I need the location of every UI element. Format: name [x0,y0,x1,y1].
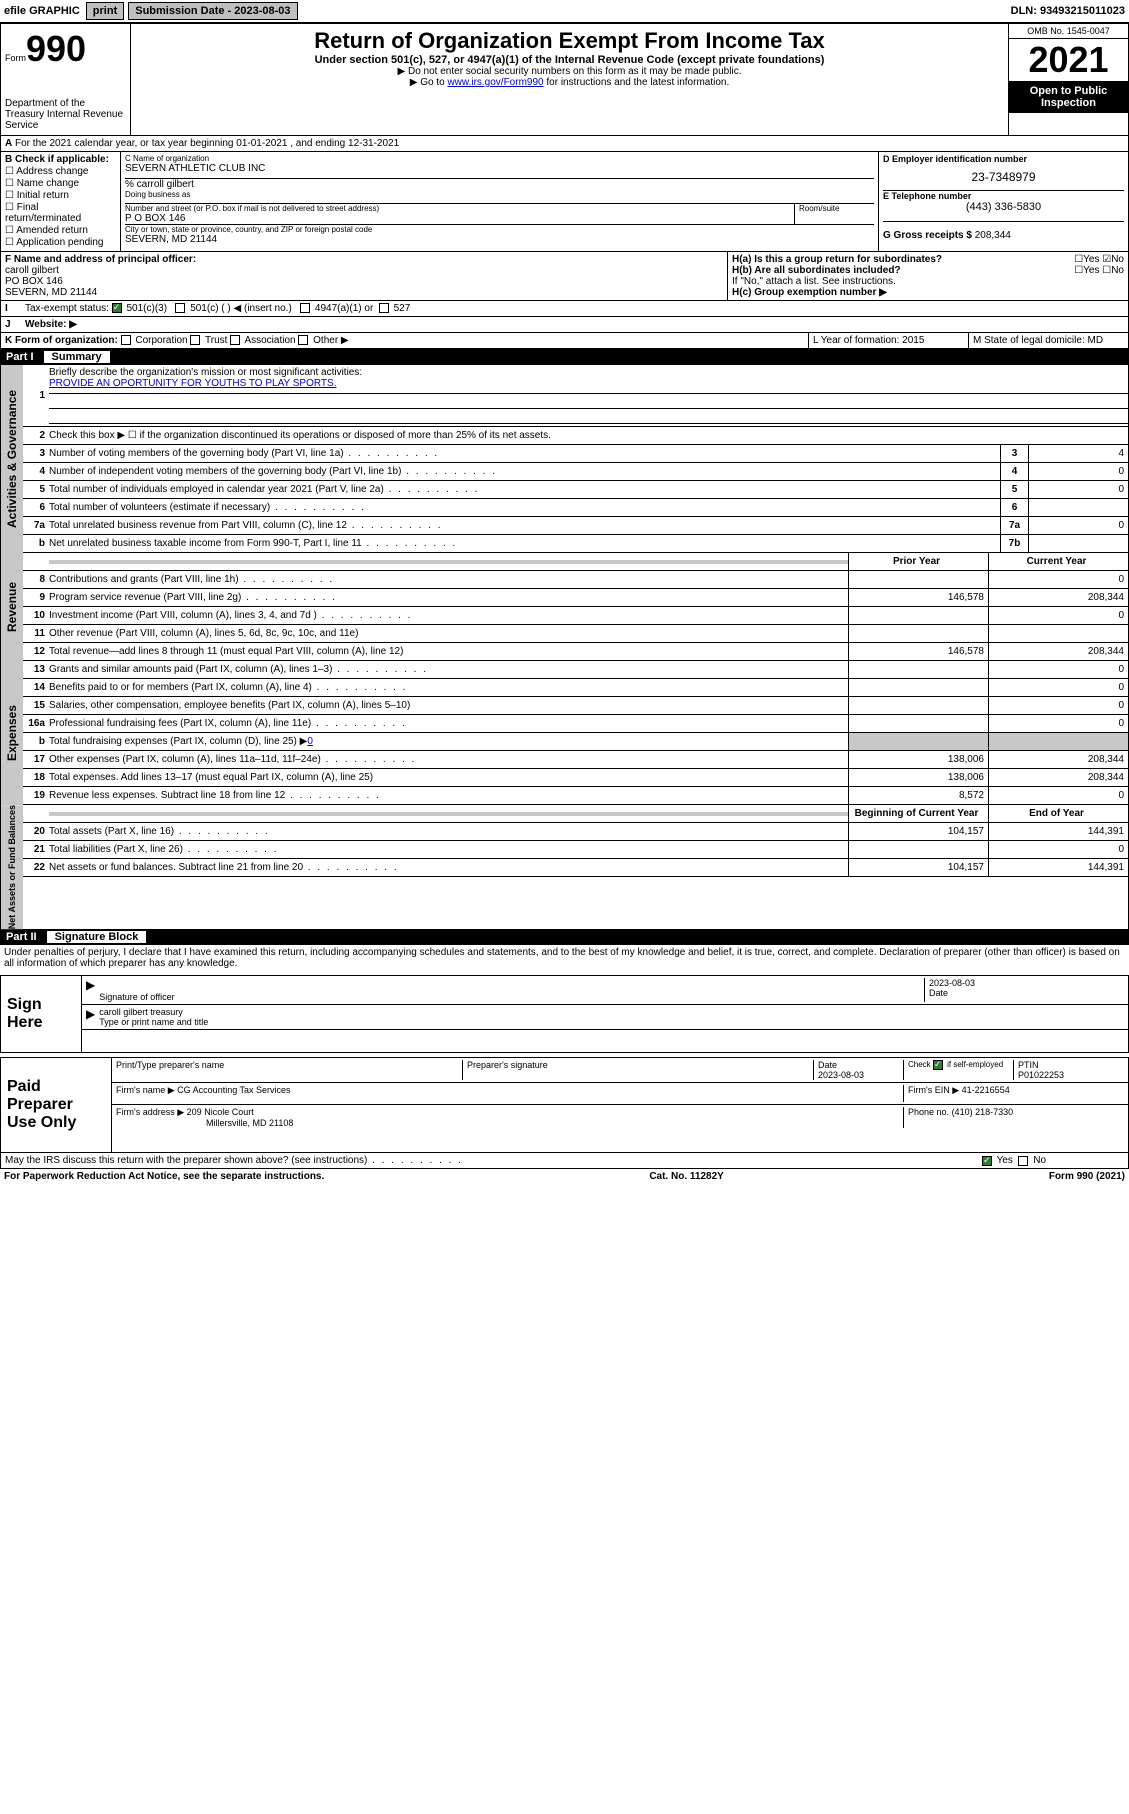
perjury-declaration: Under penalties of perjury, I declare th… [0,945,1129,971]
firm-name: CG Accounting Tax Services [177,1085,290,1095]
footer-mid: Cat. No. 11282Y [649,1171,723,1182]
note-link: ▶ Go to www.irs.gov/Form990 for instruct… [135,77,1004,88]
vlabel-expenses: Expenses [1,661,23,805]
submission-date-button[interactable]: Submission Date - 2023-08-03 [128,2,297,20]
chk-initial-return[interactable]: ☐ Initial return [5,190,116,201]
tax-exempt-row: I Tax-exempt status: 501(c)(3) 501(c) ( … [0,301,1129,317]
form-word: Form [5,53,26,63]
sign-here-label: Sign Here [1,976,81,1052]
efile-label: efile GRAPHIC [4,5,80,17]
firm-phone: (410) 218-7330 [952,1107,1014,1117]
part2-header: Part II Signature Block [0,929,1129,945]
org-name: SEVERN ATHLETIC CLUB INC [125,163,874,174]
dept-label: Department of the Treasury Internal Reve… [5,98,126,131]
val-7b [1028,535,1128,552]
val-6 [1028,499,1128,516]
officer-name: caroll gilbert [5,265,723,276]
part1-header: Part I Summary [0,349,1129,365]
val-7a: 0 [1028,517,1128,534]
street: P O BOX 146 [125,213,794,224]
city: SEVERN, MD 21144 [125,234,874,245]
firm-addr1: 209 Nicole Court [187,1107,254,1117]
omb-number: OMB No. 1545-0047 [1009,24,1128,39]
val-3: 4 [1028,445,1128,462]
chk-amended[interactable]: ☐ Amended return [5,225,116,236]
vlabel-revenue: Revenue [1,553,23,661]
entity-block: B Check if applicable: ☐ Address change … [0,152,1129,252]
website-row: J Website: ▶ [0,317,1129,333]
section-net-assets: Net Assets or Fund Balances Beginning of… [0,805,1129,929]
section-revenue: Revenue Prior YearCurrent Year 8Contribu… [0,553,1129,661]
form-subtitle: Under section 501(c), 527, or 4947(a)(1)… [135,54,1004,66]
dln-label: DLN: 93493215011023 [1011,5,1125,17]
officer-addr1: PO BOX 146 [5,276,723,287]
section-governance: Activities & Governance 1Briefly describ… [0,365,1129,553]
col-d-ein: D Employer identification number 23-7348… [878,152,1128,251]
chk-name-change[interactable]: ☐ Name change [5,178,116,189]
form-header: Form990 Department of the Treasury Inter… [0,23,1129,136]
line-a: A For the 2021 calendar year, or tax yea… [0,136,1129,152]
year-block: OMB No. 1545-0047 2021 Open to Public In… [1008,24,1128,135]
care-of: % carroll gilbert [125,179,874,190]
firm-ein: 41-2216554 [962,1085,1010,1095]
officer-block: F Name and address of principal officer:… [0,252,1129,301]
chk-self-employed[interactable] [933,1060,943,1070]
mission-text: PROVIDE AN OPORTUNITY FOR YOUTHS TO PLAY… [49,378,336,389]
klm-row: K Form of organization: Corporation Trus… [0,333,1129,349]
chk-discuss-yes[interactable] [982,1156,992,1166]
arrow-icon: ▶ [86,1007,95,1027]
ptin-value: P01022253 [1018,1070,1064,1080]
col-b-checkboxes: B Check if applicable: ☐ Address change … [1,152,121,251]
officer-sig-name: caroll gilbert treasury [99,1007,183,1017]
section-expenses: Expenses 13Grants and similar amounts pa… [0,661,1129,805]
officer-addr2: SEVERN, MD 21144 [5,287,723,298]
print-button[interactable]: print [86,2,124,20]
chk-discuss-no[interactable] [1018,1156,1028,1166]
discuss-row: May the IRS discuss this return with the… [0,1153,1129,1169]
ein-value: 23-7348979 [883,170,1124,184]
top-toolbar: efile GRAPHIC print Submission Date - 20… [0,0,1129,23]
form-number: 990 [26,28,86,69]
paid-preparer-block: Paid Preparer Use Only Print/Type prepar… [0,1057,1129,1153]
val-5: 0 [1028,481,1128,498]
form-title: Return of Organization Exempt From Incom… [135,28,1004,54]
arrow-icon: ▶ [86,978,95,1002]
chk-address-change[interactable]: ☐ Address change [5,166,116,177]
form-number-block: Form990 Department of the Treasury Inter… [1,24,131,135]
phone-value: (443) 336-5830 [883,201,1124,213]
year-formation: L Year of formation: 2015 [808,333,968,348]
page-footer: For Paperwork Reduction Act Notice, see … [0,1169,1129,1184]
footer-right: Form 990 (2021) [1049,1171,1125,1182]
gross-receipts: 208,344 [975,230,1011,241]
tax-year: 2021 [1009,39,1128,81]
chk-4947[interactable] [300,303,310,313]
col-c-name: C Name of organization SEVERN ATHLETIC C… [121,152,878,251]
chk-final-return[interactable]: ☐ Final return/terminated [5,202,116,224]
chk-app-pending[interactable]: ☐ Application pending [5,237,116,248]
title-block: Return of Organization Exempt From Incom… [131,24,1008,135]
paid-preparer-label: Paid Preparer Use Only [1,1058,111,1152]
open-inspection: Open to Public Inspection [1009,81,1128,113]
firm-addr2: Millersville, MD 21108 [206,1118,293,1128]
chk-527[interactable] [379,303,389,313]
chk-501c[interactable] [175,303,185,313]
sign-here-block: Sign Here ▶ Signature of officer 2023-08… [0,975,1129,1053]
vlabel-net-assets: Net Assets or Fund Balances [1,805,23,929]
state-domicile: M State of legal domicile: MD [968,333,1128,348]
chk-501c3[interactable] [112,303,122,313]
irs-link[interactable]: www.irs.gov/Form990 [447,77,543,88]
val-4: 0 [1028,463,1128,480]
vlabel-governance: Activities & Governance [1,365,23,553]
note-ssn: ▶ Do not enter social security numbers o… [135,66,1004,77]
footer-left: For Paperwork Reduction Act Notice, see … [4,1171,324,1182]
